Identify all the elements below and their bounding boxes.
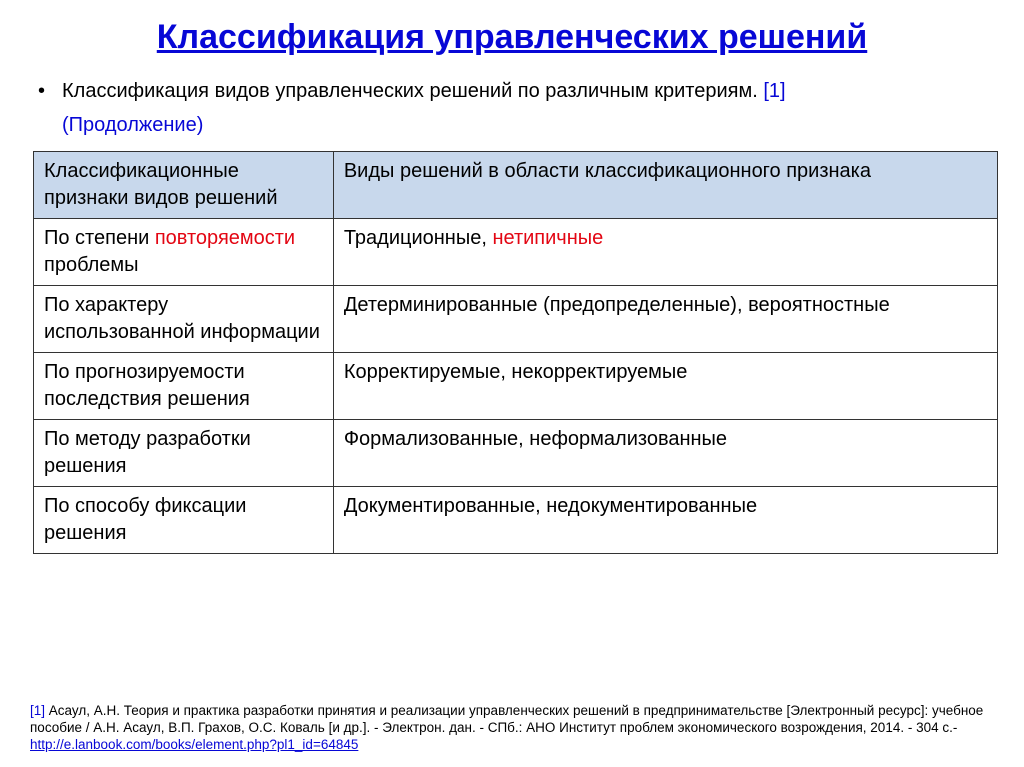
footnote: [1] Асаул, А.Н. Теория и практика разраб… [30,702,994,753]
cell-criterion: По методу разработки решения [34,420,334,487]
intro-main: Классификация видов управленческих решен… [62,80,763,102]
bullet-icon: • [38,77,62,105]
cell-criterion: По способу фиксации решения [34,487,334,554]
table-row: По степени повторяемости проблемы Традиц… [34,219,998,286]
cell-types: Детерминированные (предопределенные), ве… [333,286,997,353]
cell-types: Формализованные, неформализованные [333,420,997,487]
table-row: По прогнозируемости последствия решения … [34,353,998,420]
footnote-ref: [1] [30,703,45,718]
intro-text: Классификация видов управленческих решен… [62,77,786,105]
cell-types: Корректируемые, некорректируемые [333,353,997,420]
cell-types: Традиционные, нетипичные [333,219,997,286]
table-row: По методу разработки решения Формализова… [34,420,998,487]
intro-ref: [1] [763,80,785,102]
intro-continuation: (Продолжение) [62,111,994,139]
table-header-row: Классификационные признаки видов решений… [34,152,998,219]
cell-types: Документированные, недокументированные [333,487,997,554]
header-col2: Виды решений в области классификационног… [333,152,997,219]
page-title: Классификация управленческих решений [30,18,994,57]
cell-criterion: По характеру использованной информации [34,286,334,353]
table-row: По способу фиксации решения Документиров… [34,487,998,554]
cell-criterion: По прогнозируемости последствия решения [34,353,334,420]
footnote-body: Асаул, А.Н. Теория и практика разработки… [30,703,983,735]
footnote-link[interactable]: http://e.lanbook.com/books/element.php?p… [30,737,358,752]
intro-line: • Классификация видов управленческих реш… [38,77,986,105]
table-row: По характеру использованной информации Д… [34,286,998,353]
classification-table: Классификационные признаки видов решений… [33,151,998,554]
header-col1: Классификационные признаки видов решений [34,152,334,219]
cell-criterion: По степени повторяемости проблемы [34,219,334,286]
